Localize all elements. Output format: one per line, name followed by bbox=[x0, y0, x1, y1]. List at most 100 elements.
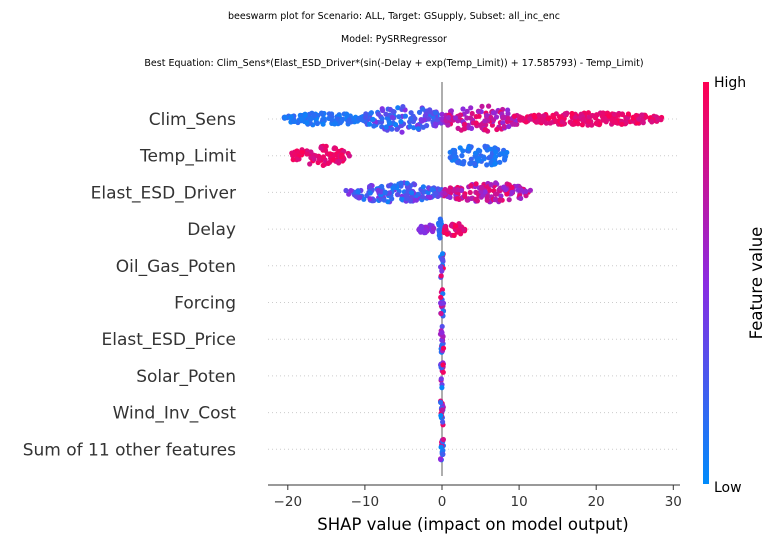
swarm-point bbox=[357, 194, 363, 200]
swarm-point bbox=[640, 120, 646, 126]
swarm-point bbox=[415, 191, 421, 197]
feature-label: Clim_Sens bbox=[149, 110, 236, 130]
swarm-point bbox=[559, 119, 565, 125]
swarm-point bbox=[318, 145, 324, 151]
swarm-point bbox=[407, 123, 413, 129]
swarm-point bbox=[407, 198, 413, 204]
swarm-point bbox=[505, 115, 511, 121]
swarm-point bbox=[519, 115, 525, 121]
swarm-point bbox=[486, 155, 492, 161]
swarm-point bbox=[611, 111, 617, 117]
swarm-point bbox=[291, 151, 297, 157]
swarm-point bbox=[412, 182, 418, 188]
swarm-point bbox=[438, 399, 444, 405]
swarm-point bbox=[558, 114, 564, 120]
swarm-point bbox=[501, 184, 507, 190]
swarm-dots bbox=[281, 103, 665, 463]
colorbar-title: Feature value bbox=[747, 227, 766, 340]
swarm-point bbox=[494, 126, 500, 133]
swarm-point bbox=[436, 232, 442, 238]
swarm-point bbox=[447, 149, 453, 155]
swarm-point bbox=[489, 122, 495, 128]
swarm-point bbox=[488, 182, 494, 188]
swarm-point bbox=[468, 156, 474, 162]
swarm-point bbox=[625, 111, 632, 117]
swarm-point bbox=[487, 187, 493, 193]
swarm-point bbox=[379, 183, 385, 190]
swarm-point bbox=[455, 125, 461, 131]
swarm-point bbox=[492, 161, 498, 167]
swarm-point bbox=[498, 193, 504, 199]
swarm-point bbox=[447, 155, 453, 161]
swarm-point bbox=[400, 104, 406, 110]
swarm-point bbox=[438, 376, 444, 382]
swarm-point bbox=[404, 180, 410, 186]
colorbar bbox=[703, 82, 709, 484]
swarm-point bbox=[553, 118, 559, 124]
swarm-point bbox=[415, 126, 421, 132]
swarm-point bbox=[438, 264, 444, 270]
swarm-point bbox=[432, 190, 438, 196]
swarm-point bbox=[356, 116, 362, 122]
swarm-point bbox=[469, 195, 475, 201]
swarm-point bbox=[416, 109, 423, 115]
swarm-point bbox=[389, 114, 396, 120]
swarm-point bbox=[398, 118, 404, 125]
feature-label: Sum of 11 other features bbox=[23, 440, 236, 460]
swarm-point bbox=[493, 180, 499, 186]
swarm-point bbox=[404, 184, 410, 190]
swarm-point bbox=[338, 154, 345, 160]
swarm-point bbox=[408, 116, 414, 122]
swarm-point bbox=[649, 119, 655, 125]
feature-label: Temp_Limit bbox=[139, 147, 236, 167]
title-line-1: beeswarm plot for Scenario: ALL, Target:… bbox=[228, 11, 560, 22]
swarm-point bbox=[418, 117, 424, 123]
swarm-point bbox=[468, 183, 474, 189]
swarm-point bbox=[344, 111, 350, 117]
swarm-point bbox=[550, 112, 556, 118]
swarm-point bbox=[299, 149, 305, 155]
swarm-point bbox=[484, 197, 490, 203]
swarm-point bbox=[636, 116, 642, 122]
swarm-point bbox=[421, 230, 427, 236]
swarm-point bbox=[456, 228, 462, 234]
swarm-point bbox=[451, 232, 457, 238]
swarm-point bbox=[546, 115, 552, 122]
feature-label: Wind_Inv_Cost bbox=[113, 404, 237, 424]
swarm-point bbox=[440, 419, 446, 425]
swarm-point bbox=[454, 196, 460, 202]
swarm-point bbox=[468, 115, 474, 121]
swarm-point bbox=[370, 116, 376, 122]
swarm-point bbox=[497, 159, 503, 165]
swarm-point bbox=[355, 189, 361, 195]
swarm-point bbox=[569, 110, 575, 117]
swarm-point bbox=[540, 116, 546, 122]
swarm-point bbox=[292, 118, 298, 124]
swarm-point bbox=[329, 117, 335, 123]
swarm-point bbox=[379, 116, 385, 122]
swarm-point bbox=[493, 149, 499, 155]
swarm-point bbox=[387, 120, 393, 126]
swarm-point bbox=[511, 113, 517, 119]
swarm-point bbox=[304, 120, 310, 126]
swarm-point bbox=[505, 107, 511, 113]
swarm-point bbox=[500, 114, 506, 120]
swarm-point bbox=[420, 106, 426, 112]
swarm-point bbox=[482, 189, 488, 195]
swarm-point bbox=[452, 115, 459, 121]
swarm-point bbox=[445, 188, 451, 194]
swarm-point bbox=[612, 119, 619, 125]
swarm-point bbox=[367, 183, 373, 190]
feature-label: Solar_Poten bbox=[136, 367, 236, 387]
swarm-point bbox=[472, 161, 478, 167]
swarm-point bbox=[579, 122, 586, 128]
swarm-point bbox=[348, 188, 354, 194]
row-guides bbox=[268, 118, 680, 450]
swarm-point bbox=[438, 294, 444, 300]
swarm-point bbox=[375, 187, 381, 193]
swarm-point bbox=[402, 113, 408, 119]
swarm-point bbox=[531, 112, 537, 118]
swarm-point bbox=[306, 111, 312, 117]
swarm-point bbox=[393, 122, 399, 128]
feature-label: Oil_Gas_Poten bbox=[116, 257, 236, 277]
